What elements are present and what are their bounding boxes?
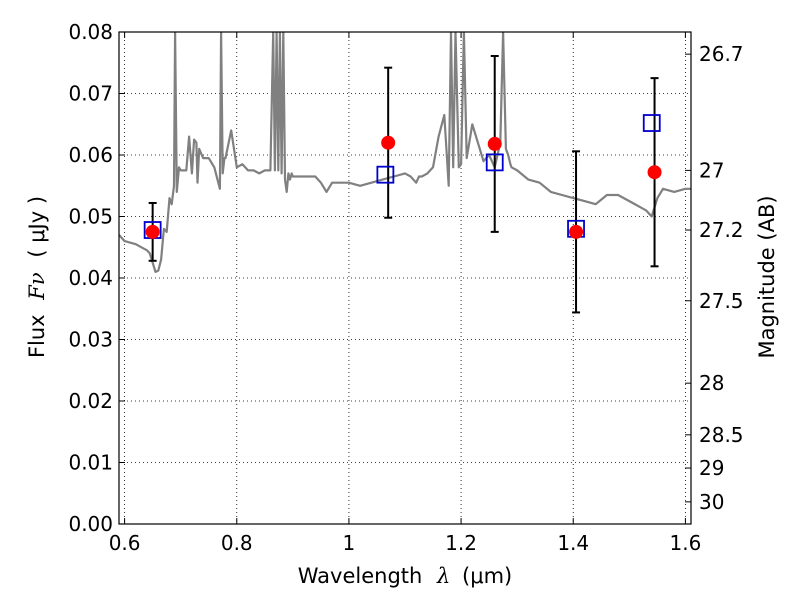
x-axis-label-unit: (μm) xyxy=(462,564,512,588)
observed-markers xyxy=(145,135,662,239)
x-tick-label: 0.8 xyxy=(221,531,253,555)
y-tick-label: 0.02 xyxy=(68,389,113,413)
model-square xyxy=(376,165,395,184)
y-axis-ticks: 0.00 0.01 0.02 0.03 0.04 0.05 0.06 0.07 0.08 xyxy=(68,20,125,536)
x-axis-label-prefix: Wavelength xyxy=(298,564,423,588)
observed-point xyxy=(381,135,396,150)
x-tick-label: 1.4 xyxy=(557,531,589,555)
y-axis-label-symbol: Fν xyxy=(25,272,49,301)
y-tick-label: 0.06 xyxy=(68,143,113,167)
y2-axis-label: Magnitude (AB) xyxy=(755,195,779,358)
y-axis-label-unit: ( μJy ) xyxy=(25,196,49,258)
grid-lines xyxy=(119,32,691,524)
observed-point xyxy=(487,136,502,151)
spectrum-line xyxy=(119,32,691,273)
y2-tick-label: 26.7 xyxy=(699,42,744,66)
observed-point xyxy=(647,165,662,180)
model-square xyxy=(485,153,504,172)
model-square xyxy=(642,114,661,132)
x-tick-label: 1.2 xyxy=(445,531,477,555)
y2-axis-ticks: 26.7 27 27.2 27.5 28 28.5 29 30 xyxy=(685,42,744,514)
y-axis-label: Flux Fν ( μJy ) xyxy=(25,196,49,358)
y-tick-label: 0.04 xyxy=(68,266,113,290)
y-tick-label: 0.01 xyxy=(68,451,113,475)
y-tick-label: 0.00 xyxy=(68,512,113,536)
y-tick-label: 0.08 xyxy=(68,20,113,44)
model-markers xyxy=(143,114,661,239)
y2-tick-label: 28 xyxy=(699,371,724,395)
y2-tick-label: 27.2 xyxy=(699,218,744,242)
x-axis-label: Wavelength λ (μm) xyxy=(298,564,512,588)
y2-tick-label: 27.5 xyxy=(699,289,744,313)
x-tick-label: 0.6 xyxy=(109,531,141,555)
y2-tick-label: 27 xyxy=(699,158,724,182)
x-axis-label-symbol: λ xyxy=(436,564,450,588)
x-tick-label: 1 xyxy=(343,531,356,555)
y-tick-label: 0.05 xyxy=(68,205,113,229)
y2-tick-label: 30 xyxy=(699,490,724,514)
template-spectrum xyxy=(119,32,691,273)
y-axis-label-prefix: Flux xyxy=(25,314,49,358)
y2-tick-label: 29 xyxy=(699,456,724,480)
observed-point xyxy=(145,224,160,239)
y-tick-label: 0.07 xyxy=(68,82,113,106)
y-tick-label: 0.03 xyxy=(68,328,113,352)
x-axis-ticks: 0.6 0.8 1 1.2 1.4 1.6 xyxy=(109,32,701,555)
y2-tick-label: 28.5 xyxy=(699,423,744,447)
x-tick-label: 1.6 xyxy=(669,531,701,555)
observed-point xyxy=(569,224,584,239)
